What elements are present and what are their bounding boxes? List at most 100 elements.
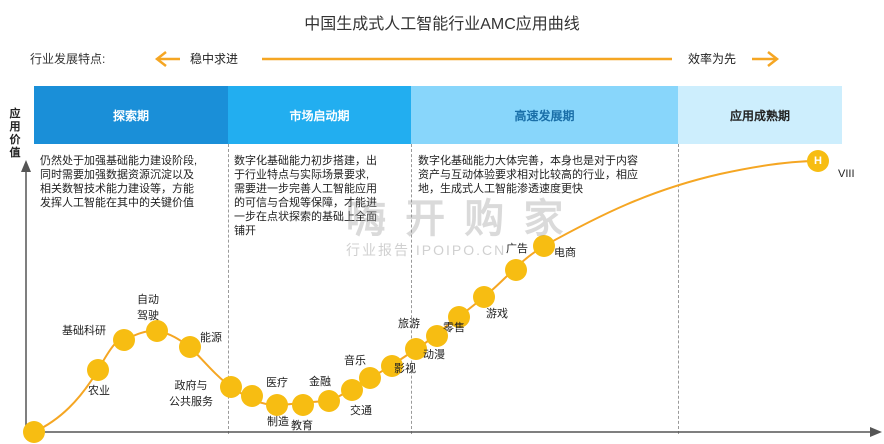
point-label-line: 基础科研 <box>62 325 106 337</box>
desc-line: 仍然处于加强基础能力建设阶段, <box>40 155 198 167</box>
feature-right-label: 效率为先 <box>688 52 737 66</box>
point-label-line: 制造 <box>267 416 289 428</box>
desc-line: 铺开 <box>234 225 256 237</box>
point-label-line: 游戏 <box>486 308 508 320</box>
desc-line: 相关数智技术能力建设等，方能 <box>40 183 194 195</box>
point-label: 音乐 <box>344 352 366 368</box>
point-label: 旅游 <box>398 315 420 331</box>
curve-point <box>341 379 363 401</box>
point-label-line: 医疗 <box>266 377 288 389</box>
point-label: 金融 <box>309 373 331 389</box>
stage-divider <box>678 144 679 434</box>
curve-point <box>405 338 427 360</box>
curve-point <box>505 259 527 281</box>
point-label: 政府与 公共服务 <box>169 377 213 409</box>
curve-point <box>220 376 242 398</box>
curve-point <box>179 336 201 358</box>
point-label-line: 动漫 <box>423 349 445 361</box>
point-label: 零售 <box>443 319 465 335</box>
stage-name: 探索期 <box>112 108 149 123</box>
curve-point <box>448 306 470 328</box>
stage-name: 应用成熟期 <box>729 108 790 123</box>
point-label: 电商 <box>554 244 576 260</box>
curve-point <box>381 355 403 377</box>
diagram-title: 中国生成式人工智能行业AMC应用曲线 <box>304 16 580 33</box>
point-label-line: 自动 <box>137 294 159 306</box>
point-label: 交通 <box>350 402 372 418</box>
point-label: 制造 <box>267 413 289 429</box>
point-label: 能源 <box>200 329 222 345</box>
curve-point <box>87 359 109 381</box>
point-label: 影视 <box>394 360 416 376</box>
desc-line: 于行业特点与实际场景要求, <box>234 169 370 181</box>
point-label-line: 驾驶 <box>137 310 159 322</box>
stage-name: 高速发展期 <box>514 108 575 123</box>
point-label-line: 广告 <box>506 243 528 255</box>
curve-point <box>533 235 555 257</box>
stage-header-mature: 应用成熟期 <box>678 86 842 144</box>
desc-line: 的可信与合规等保障，才能进 <box>234 197 377 209</box>
point-label: 自动 驾驶 <box>137 291 159 323</box>
point-label: 医疗 <box>266 374 288 390</box>
desc-line: 数字化基础能力大体完善，本身也是对于内容 <box>418 155 638 167</box>
point-label-line: 农业 <box>88 385 110 397</box>
point-label: 农业 <box>88 382 110 398</box>
y-axis-label: 应用价值 <box>9 108 21 159</box>
mature-end-marker: H <box>807 150 829 172</box>
point-label-line: 金融 <box>309 376 331 388</box>
desc-line: 地，生成式人工智能渗透速度更快 <box>418 183 583 195</box>
point-label-line: 旅游 <box>398 318 420 330</box>
x-axis <box>26 427 882 437</box>
right-arrow-icon <box>752 51 780 67</box>
point-label-line: 零售 <box>443 322 465 334</box>
curve-point <box>318 390 340 412</box>
point-label: 动漫 <box>423 346 445 362</box>
curve-point <box>426 325 448 347</box>
stage-header-explore: 探索期 <box>34 86 228 144</box>
watermark-sub-text: 行业报告 IPOIPO.CN <box>346 242 507 258</box>
stage-divider <box>228 144 229 434</box>
stage-divider <box>411 144 412 434</box>
point-label-line: 公共服务 <box>169 396 213 408</box>
curve-point <box>473 286 495 308</box>
y-axis <box>21 160 31 438</box>
stage-desc-explore: 仍然处于加强基础能力建设阶段, 同时需要加强数据资源沉淀以及 相关数智技术能力建… <box>40 154 226 210</box>
point-label-line: 能源 <box>200 332 222 344</box>
stage-header-growth: 高速发展期 <box>411 86 678 144</box>
dots-layer <box>23 235 555 443</box>
curve-point <box>359 367 381 389</box>
point-label-line: 交通 <box>350 405 372 417</box>
end-label: VIII <box>838 168 855 180</box>
point-label-line: 电商 <box>554 247 576 259</box>
point-label-line: 音乐 <box>344 355 366 367</box>
stage-header-launch: 市场启动期 <box>228 86 411 144</box>
feature-left-label: 稳中求进 <box>190 52 239 66</box>
desc-line: 资产与互动体验要求相对比较高的行业，相应 <box>418 169 638 181</box>
curve-point <box>113 329 135 351</box>
curve-point <box>292 394 314 416</box>
curve-point <box>23 421 45 443</box>
stage-desc-growth: 数字化基础能力大体完善，本身也是对于内容 资产与互动体验要求相对比较高的行业，相… <box>418 154 676 196</box>
point-label: 教育 <box>291 417 313 433</box>
point-label: 基础科研 <box>62 322 106 338</box>
feature-label: 行业发展特点: <box>30 52 106 66</box>
point-label-line: 教育 <box>291 420 313 432</box>
point-label-line: 影视 <box>394 363 416 375</box>
desc-line: 发挥人工智能在其中的关键价值 <box>40 197 194 209</box>
curve-point <box>146 320 168 342</box>
desc-line: 需要进一步完善人工智能应用 <box>234 183 377 195</box>
point-label-line: 政府与 <box>174 380 208 392</box>
desc-line: 一步在点状探索的基础上全面 <box>234 211 377 223</box>
curve-point <box>266 394 288 416</box>
curve-point <box>241 385 263 407</box>
stage-name: 市场启动期 <box>289 108 350 123</box>
desc-line: 同时需要加强数据资源沉淀以及 <box>40 169 194 181</box>
point-label: 广告 <box>506 240 528 256</box>
desc-line: 数字化基础能力初步搭建，出 <box>234 155 377 167</box>
left-arrow-icon <box>154 51 180 67</box>
watermark-logo-text: 嗨 开 购 家 <box>346 197 568 241</box>
stage-desc-launch: 数字化基础能力初步搭建，出 于行业特点与实际场景要求, 需要进一步完善人工智能应… <box>234 154 410 238</box>
